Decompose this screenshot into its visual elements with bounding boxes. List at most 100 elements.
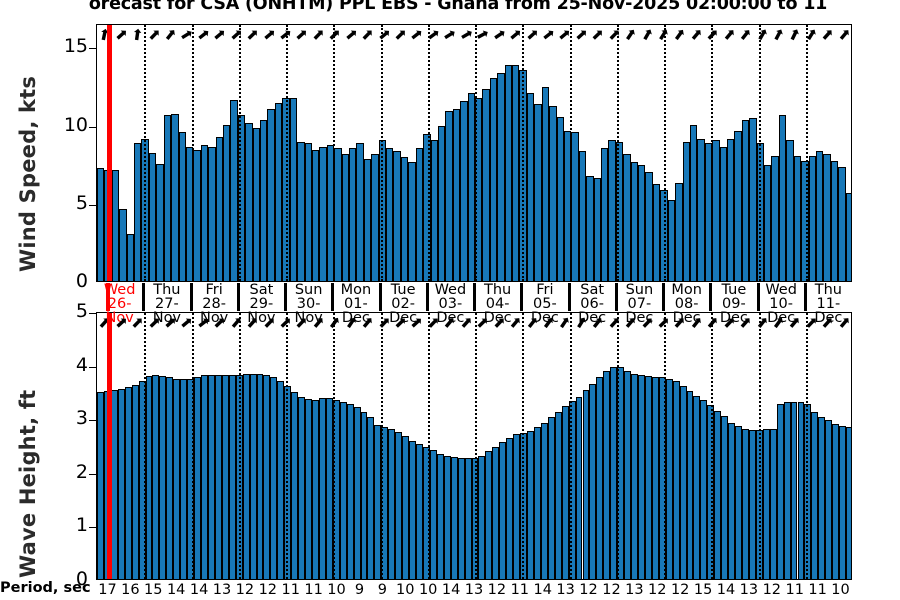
period-value: 9 [377, 582, 387, 598]
bar [270, 377, 278, 579]
bar [304, 143, 312, 281]
bar [173, 378, 181, 579]
y-axis-tick-label: 1 [75, 514, 88, 537]
y-axis-tick [89, 473, 97, 475]
bar [134, 143, 142, 281]
bar [682, 141, 690, 281]
bar [353, 407, 361, 579]
day-gridline [144, 313, 147, 579]
bar [443, 455, 451, 579]
wind-direction-arrow-band-wave: ⬆ ⬆ ⬆ ⬆ ⬆ ⬆ ⬆ ⬆ ⬆ ⬆ ⬆ ⬆ ⬆ ⬆ ⬆ ⬆ ⬆ ⬆ ⬆ ⬆ ⬆ ⬆ ⬆ ⬆ ⬆ ⬆ ⬆ ⬆ ⬆ ⬆ ⬆ ⬆ ⬆ ⬆ ⬆ ⬆ ⬆ ⬆ ⬆ ⬆… [94, 312, 855, 335]
bar [318, 397, 326, 579]
bar [675, 182, 683, 281]
bar [593, 177, 601, 281]
bar [540, 422, 548, 579]
day-of-week-label: Wed [765, 282, 797, 298]
period-value: 11 [281, 582, 300, 598]
period-value: 11 [785, 582, 804, 598]
period-value: 17 [98, 582, 117, 598]
bar [402, 436, 410, 579]
bar [267, 109, 275, 281]
day-label-cell: Sun 30-Nov [285, 282, 332, 326]
bar [534, 104, 542, 281]
day-gridline [238, 25, 241, 281]
period-value: 12 [762, 582, 782, 598]
bar [742, 428, 749, 579]
bar [815, 151, 824, 281]
bar [249, 374, 257, 579]
bar [575, 396, 583, 579]
bar [415, 148, 424, 281]
wind-direction-arrow-icon: ⬆ [734, 24, 756, 46]
bar [237, 115, 246, 281]
day-separator [284, 283, 287, 311]
bar [371, 154, 379, 281]
bar [638, 165, 646, 281]
bar [714, 410, 722, 579]
bar [712, 140, 720, 281]
bar [207, 375, 215, 579]
bar [527, 431, 534, 579]
period-value: 15 [693, 582, 713, 598]
day-gridline [664, 313, 666, 579]
day-date-label: 01-Dec [341, 296, 370, 326]
y-axis-tick [89, 420, 97, 422]
bar [363, 159, 372, 281]
bar [601, 148, 609, 281]
bar [245, 123, 253, 281]
bar [721, 416, 729, 579]
day-gridline [475, 313, 477, 579]
day-label-cell: Thu 11-Dec [805, 283, 852, 326]
bar [228, 374, 236, 579]
day-of-week-label: Sat [249, 282, 274, 298]
bar [408, 162, 416, 281]
bar [282, 98, 290, 281]
bar [349, 148, 357, 281]
day-of-week-label: Tue [721, 282, 747, 298]
bar [156, 163, 164, 281]
day-date-label: 09-Dec [719, 296, 748, 326]
day-of-week-label: Sun [294, 282, 323, 298]
bar [298, 396, 306, 579]
day-label-cell: Fri 28-Nov [191, 283, 238, 326]
day-gridline [758, 313, 761, 579]
y-axis-tick-label: 4 [75, 353, 88, 376]
wind-direction-arrow-icon: ⬆ [110, 24, 132, 46]
day-separator [756, 283, 760, 311]
bar [291, 392, 299, 579]
day-label-cell: Fri 05-Dec [521, 282, 568, 326]
period-value: 16 [121, 582, 140, 598]
day-label-cell: Wed 10-Dec [758, 282, 805, 326]
bar [152, 375, 160, 579]
bar [727, 138, 735, 281]
period-value: 14 [441, 582, 461, 598]
day-gridline [522, 25, 525, 281]
bar [341, 154, 349, 281]
bar [804, 404, 812, 579]
bar [111, 169, 120, 281]
day-of-week-label: Fri [536, 282, 554, 298]
y-axis-tick [89, 126, 97, 128]
bar [624, 371, 632, 579]
bar [388, 428, 396, 579]
wave-height-plot-area [97, 313, 851, 579]
bar [263, 375, 271, 579]
day-of-week-label: Thu [153, 282, 181, 298]
day-label-cell: Sat 06-Dec [569, 283, 616, 326]
day-date-label: 02-Dec [389, 296, 418, 326]
day-gridline [664, 25, 666, 281]
bar [547, 417, 555, 579]
bar [645, 171, 653, 281]
day-separator [803, 283, 807, 311]
bar [395, 432, 403, 579]
bar [393, 151, 401, 281]
bar [679, 386, 687, 579]
y-axis-tick-label: 0 [75, 270, 88, 292]
period-value: 12 [602, 582, 621, 598]
day-gridline [758, 25, 761, 281]
day-gridline [286, 313, 288, 579]
bar [776, 404, 784, 579]
day-gridline [286, 25, 288, 281]
day-label-cell: Sun 07-Dec [616, 283, 663, 326]
wind-direction-arrow-icon: ⬆ [833, 24, 855, 46]
